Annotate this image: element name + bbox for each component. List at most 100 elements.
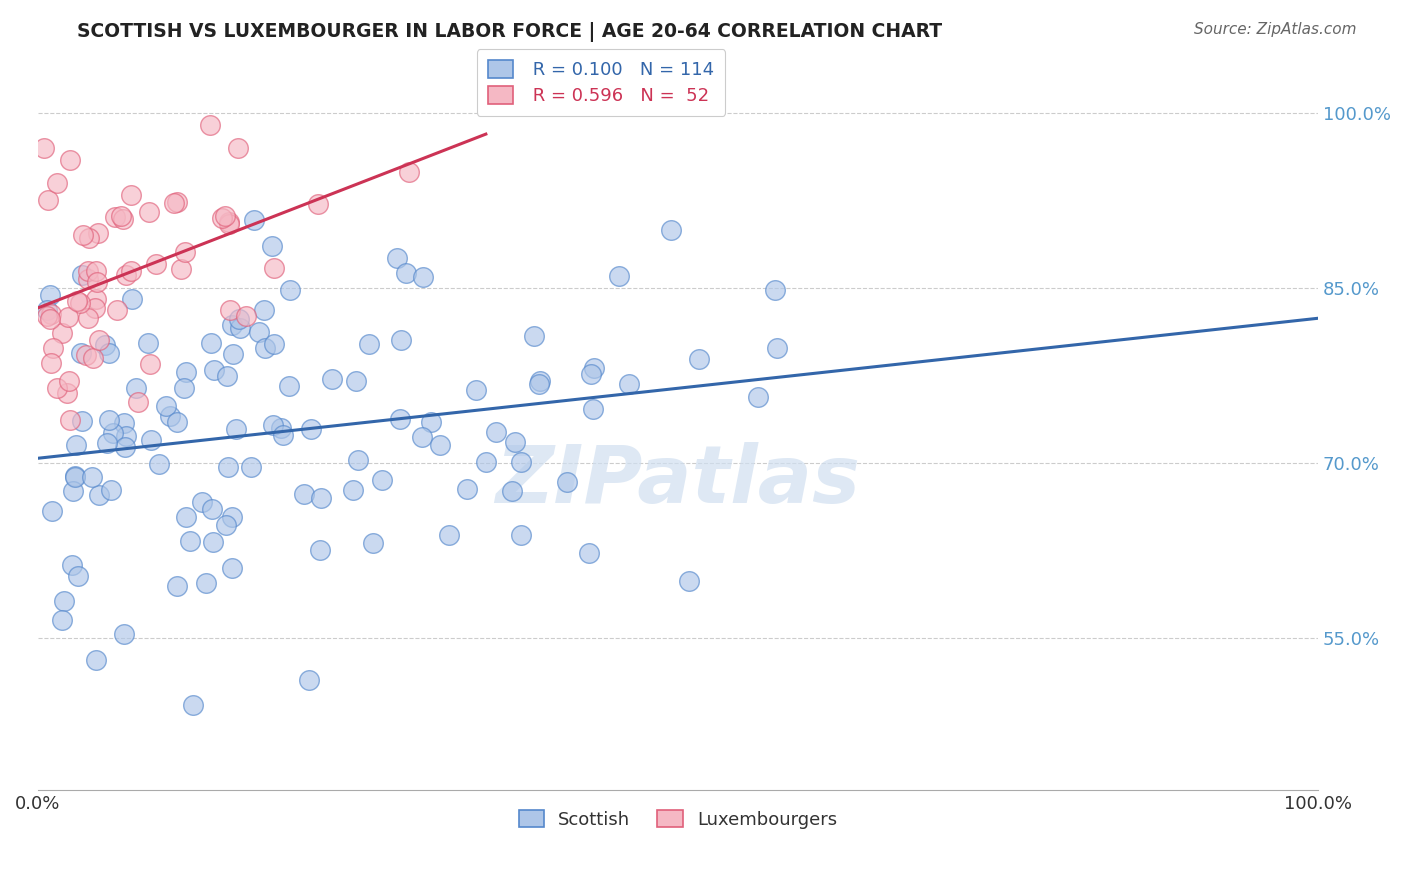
Point [218, 215, 240, 229]
Point [46, 381, 69, 395]
Point [65, 469, 87, 483]
Point [62, 484, 84, 499]
Point [294, 487, 316, 501]
Point [32, 141, 55, 155]
Point [235, 309, 257, 323]
Point [89, 488, 111, 502]
Point [359, 337, 381, 351]
Point [114, 268, 136, 282]
Point [103, 210, 125, 224]
Point [120, 188, 142, 202]
Point [69, 296, 91, 310]
Point [211, 211, 233, 225]
Point [66, 568, 89, 582]
Point [174, 510, 197, 524]
Point [179, 533, 201, 548]
Point [51, 326, 73, 340]
Point [65, 438, 87, 452]
Point [86, 653, 108, 667]
Point [271, 428, 294, 442]
Point [299, 422, 322, 436]
Point [82, 470, 104, 484]
Point [202, 363, 225, 377]
Point [70, 268, 93, 283]
Point [174, 244, 197, 259]
Point [529, 374, 551, 388]
Point [87, 226, 110, 240]
Point [429, 438, 451, 452]
Point [72, 227, 94, 242]
Point [225, 422, 247, 436]
Point [56, 310, 79, 324]
Text: Source: ZipAtlas.com: Source: ZipAtlas.com [1194, 22, 1357, 37]
Point [77, 311, 100, 326]
Point [148, 457, 170, 471]
Point [260, 238, 283, 252]
Point [201, 502, 224, 516]
Point [139, 433, 162, 447]
Point [501, 484, 523, 499]
Point [120, 263, 142, 277]
Point [94, 338, 117, 352]
Point [110, 209, 132, 223]
Point [75, 348, 97, 362]
Point [222, 347, 245, 361]
Point [607, 268, 630, 283]
Point [262, 418, 284, 433]
Point [121, 292, 143, 306]
Point [347, 453, 370, 467]
Point [221, 318, 243, 332]
Point [475, 455, 498, 469]
Point [465, 383, 488, 397]
Point [527, 376, 550, 391]
Point [166, 415, 188, 429]
Point [155, 399, 177, 413]
Point [37, 193, 59, 207]
Point [56, 386, 79, 401]
Point [58, 374, 80, 388]
Point [65, 470, 87, 484]
Point [361, 536, 384, 550]
Point [70, 414, 93, 428]
Point [218, 302, 240, 317]
Point [346, 374, 368, 388]
Point [218, 217, 240, 231]
Point [97, 346, 120, 360]
Point [555, 475, 578, 489]
Point [60, 558, 83, 572]
Point [42, 341, 65, 355]
Point [395, 266, 418, 280]
Point [96, 436, 118, 450]
Point [51, 613, 73, 627]
Point [77, 264, 100, 278]
Point [183, 698, 205, 712]
Point [125, 381, 148, 395]
Point [226, 141, 249, 155]
Point [114, 417, 136, 431]
Point [371, 473, 394, 487]
Point [127, 394, 149, 409]
Point [136, 336, 159, 351]
Point [97, 413, 120, 427]
Point [321, 372, 343, 386]
Point [263, 260, 285, 275]
Point [100, 483, 122, 497]
Point [37, 303, 59, 318]
Point [582, 402, 605, 417]
Point [115, 429, 138, 443]
Point [389, 333, 412, 347]
Point [270, 421, 292, 435]
Point [763, 283, 786, 297]
Legend: Scottish, Luxembourgers: Scottish, Luxembourgers [512, 803, 845, 836]
Point [159, 409, 181, 423]
Point [82, 351, 104, 365]
Text: SCOTTISH VS LUXEMBOURGER IN LABOR FORCE | AGE 20-64 CORRELATION CHART: SCOTTISH VS LUXEMBOURGER IN LABOR FORCE … [77, 22, 942, 42]
Point [86, 275, 108, 289]
Point [659, 222, 682, 236]
Point [66, 293, 89, 308]
Point [59, 413, 82, 427]
Point [307, 197, 329, 211]
Point [766, 341, 789, 355]
Point [309, 491, 332, 505]
Point [388, 412, 411, 426]
